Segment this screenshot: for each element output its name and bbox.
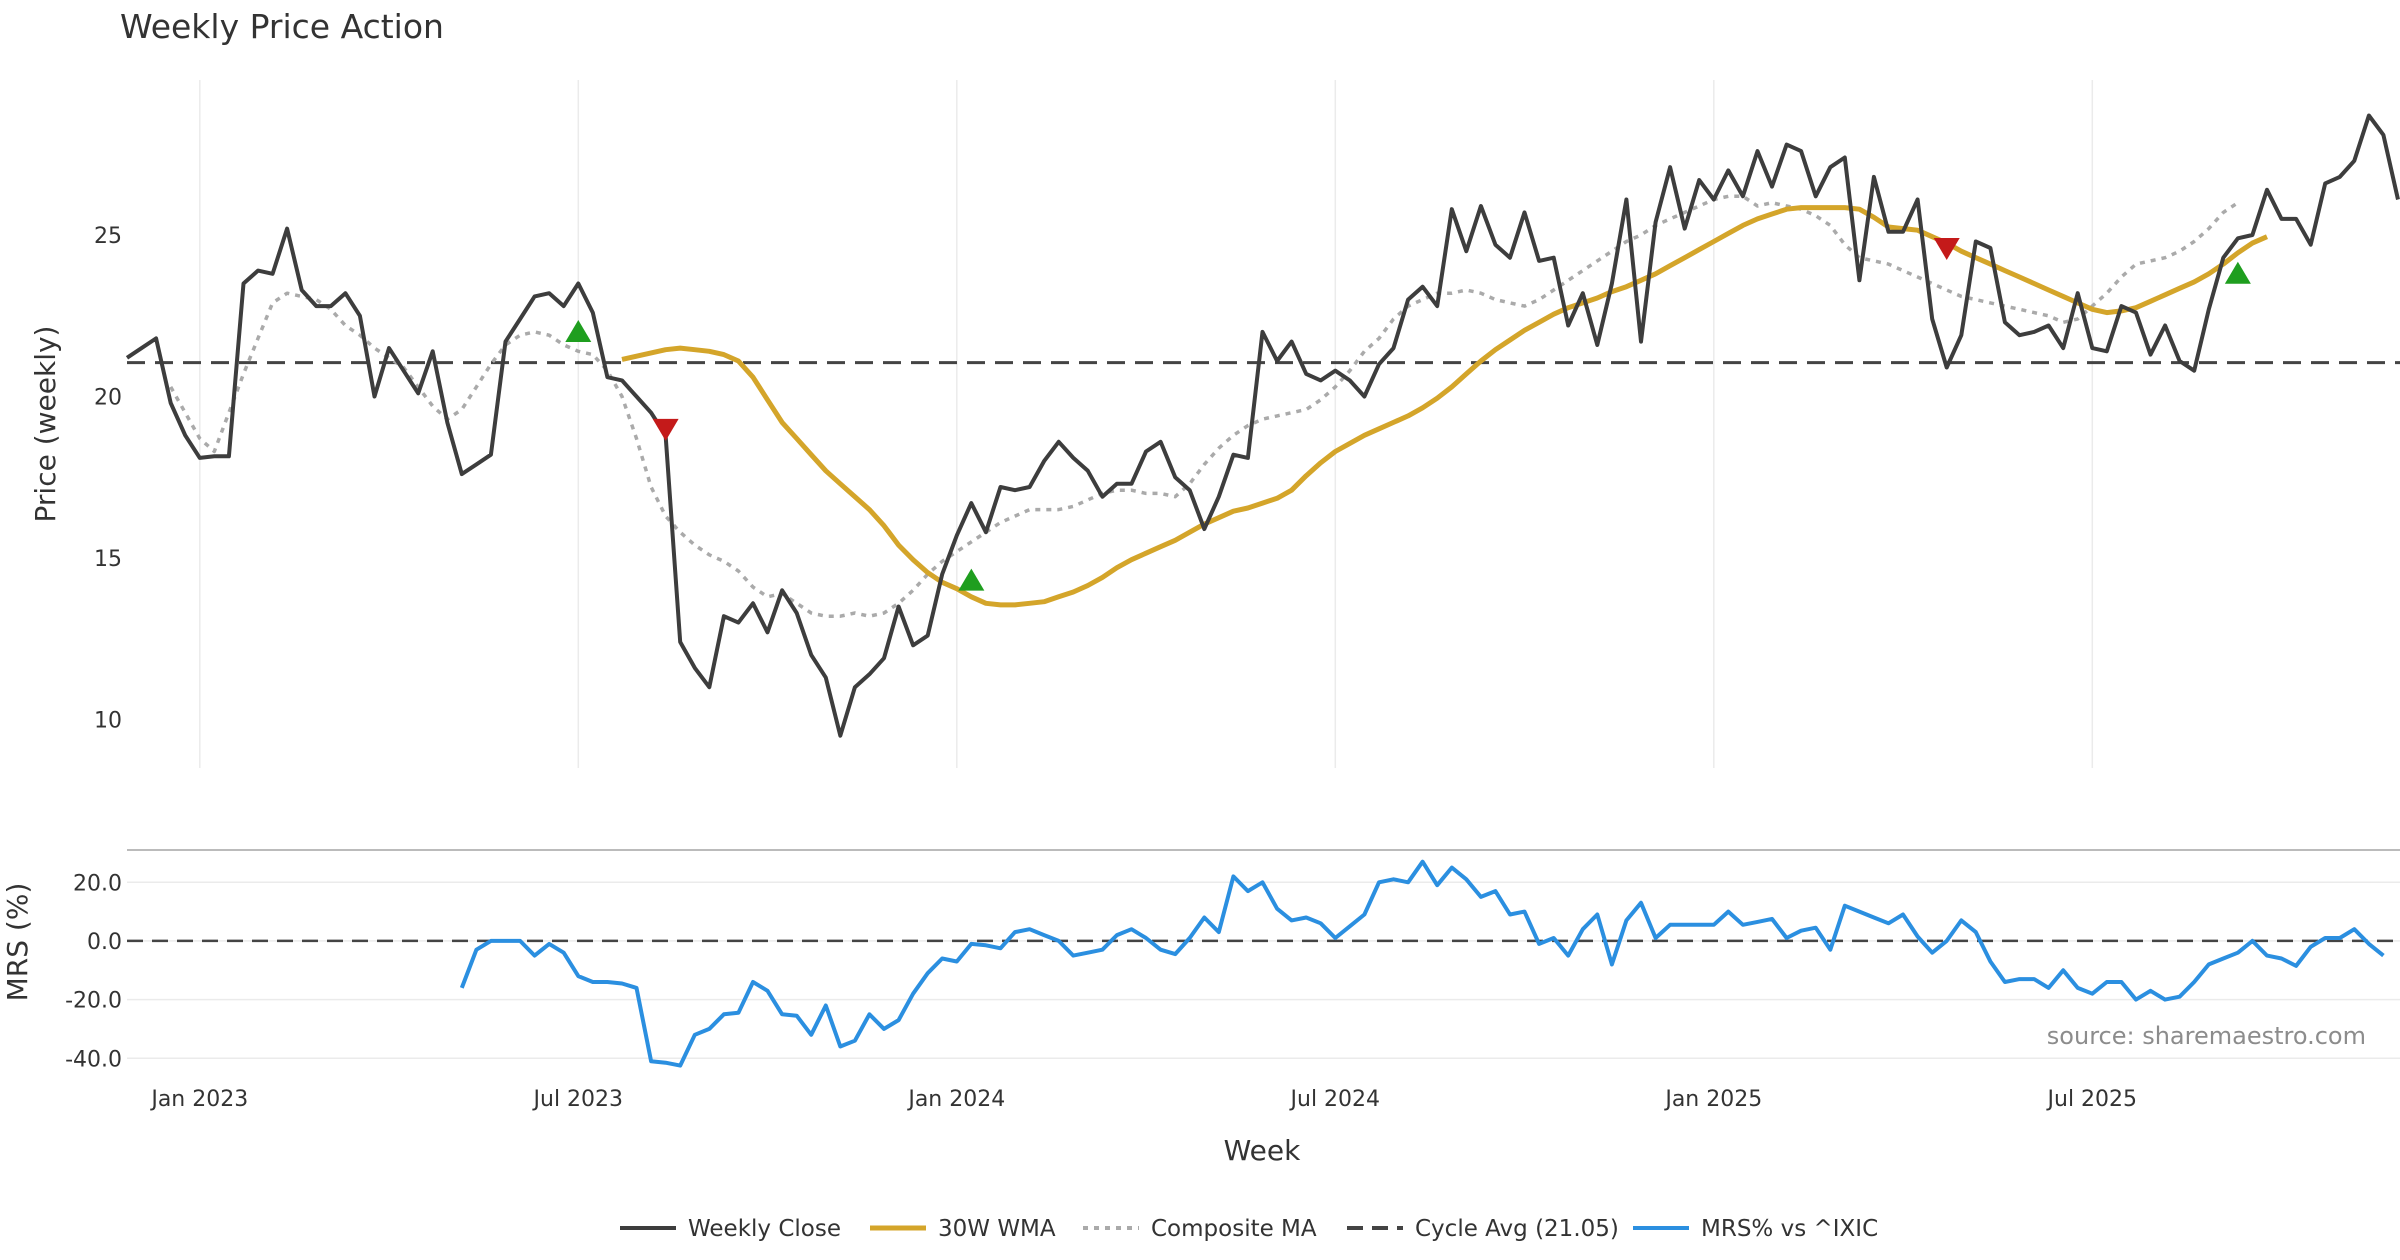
mrs-tick-label: -40.0 xyxy=(65,1047,122,1072)
mrs-series xyxy=(127,859,2400,1068)
mrs-tick-label: 20.0 xyxy=(73,871,122,896)
chart-title: Weekly Price Action xyxy=(120,7,444,46)
x-tick-label: Jan 2023 xyxy=(149,1087,248,1112)
price-tick-label: 10 xyxy=(94,709,122,734)
price-tick-label: 15 xyxy=(94,547,122,572)
x-tick-label: Jan 2025 xyxy=(1663,1087,1762,1112)
gridlines xyxy=(127,80,2400,1060)
legend-label-mrs: MRS% vs ^IXIC xyxy=(1701,1216,1878,1242)
legend-label-cycle: Cycle Avg (21.05) xyxy=(1415,1216,1619,1242)
sell-signal-marker xyxy=(652,418,679,441)
weekly-close-line xyxy=(125,113,2400,738)
price-axis-title: Price (weekly) xyxy=(29,326,62,523)
legend-label-wma: 30W WMA xyxy=(938,1216,1056,1242)
x-axis-ticks: Jan 2023 Jul 2023 Jan 2024 Jul 2024 Jan 2025… xyxy=(149,1087,2137,1112)
signal-markers xyxy=(565,237,2251,591)
mrs-tick-label: 0.0 xyxy=(87,930,122,955)
x-tick-label: Jul 2023 xyxy=(532,1087,624,1112)
x-axis-title: Week xyxy=(1224,1134,1301,1167)
x-tick-label: Jan 2024 xyxy=(906,1087,1005,1112)
mrs-line xyxy=(459,859,2385,1068)
buy-signal-marker xyxy=(565,319,592,342)
legend-label-weekly: Weekly Close xyxy=(688,1216,841,1242)
mrs-axis-title: MRS (%) xyxy=(1,883,34,1002)
source-note: source: sharemaestro.com xyxy=(2047,1022,2366,1050)
legend-label-comp: Composite MA xyxy=(1151,1216,1317,1242)
x-tick-label: Jul 2024 xyxy=(1289,1087,1381,1112)
legend: Weekly Close 30W WMA Composite MA Cycle Avg… xyxy=(620,1216,1878,1242)
price-series xyxy=(125,113,2400,738)
x-tick-label: Jul 2025 xyxy=(2046,1087,2138,1112)
buy-signal-marker xyxy=(2224,261,2251,284)
buy-signal-marker xyxy=(958,568,985,591)
y-axis-ticks: 10 15 20 25 -40.0 -20.0 0.0 20.0 xyxy=(65,224,122,1072)
mrs-tick-label: -20.0 xyxy=(65,989,122,1014)
price-tick-label: 25 xyxy=(94,224,122,249)
sell-signal-marker xyxy=(1933,237,1960,260)
price-tick-label: 20 xyxy=(94,386,122,411)
composite-ma-line xyxy=(169,194,2239,618)
